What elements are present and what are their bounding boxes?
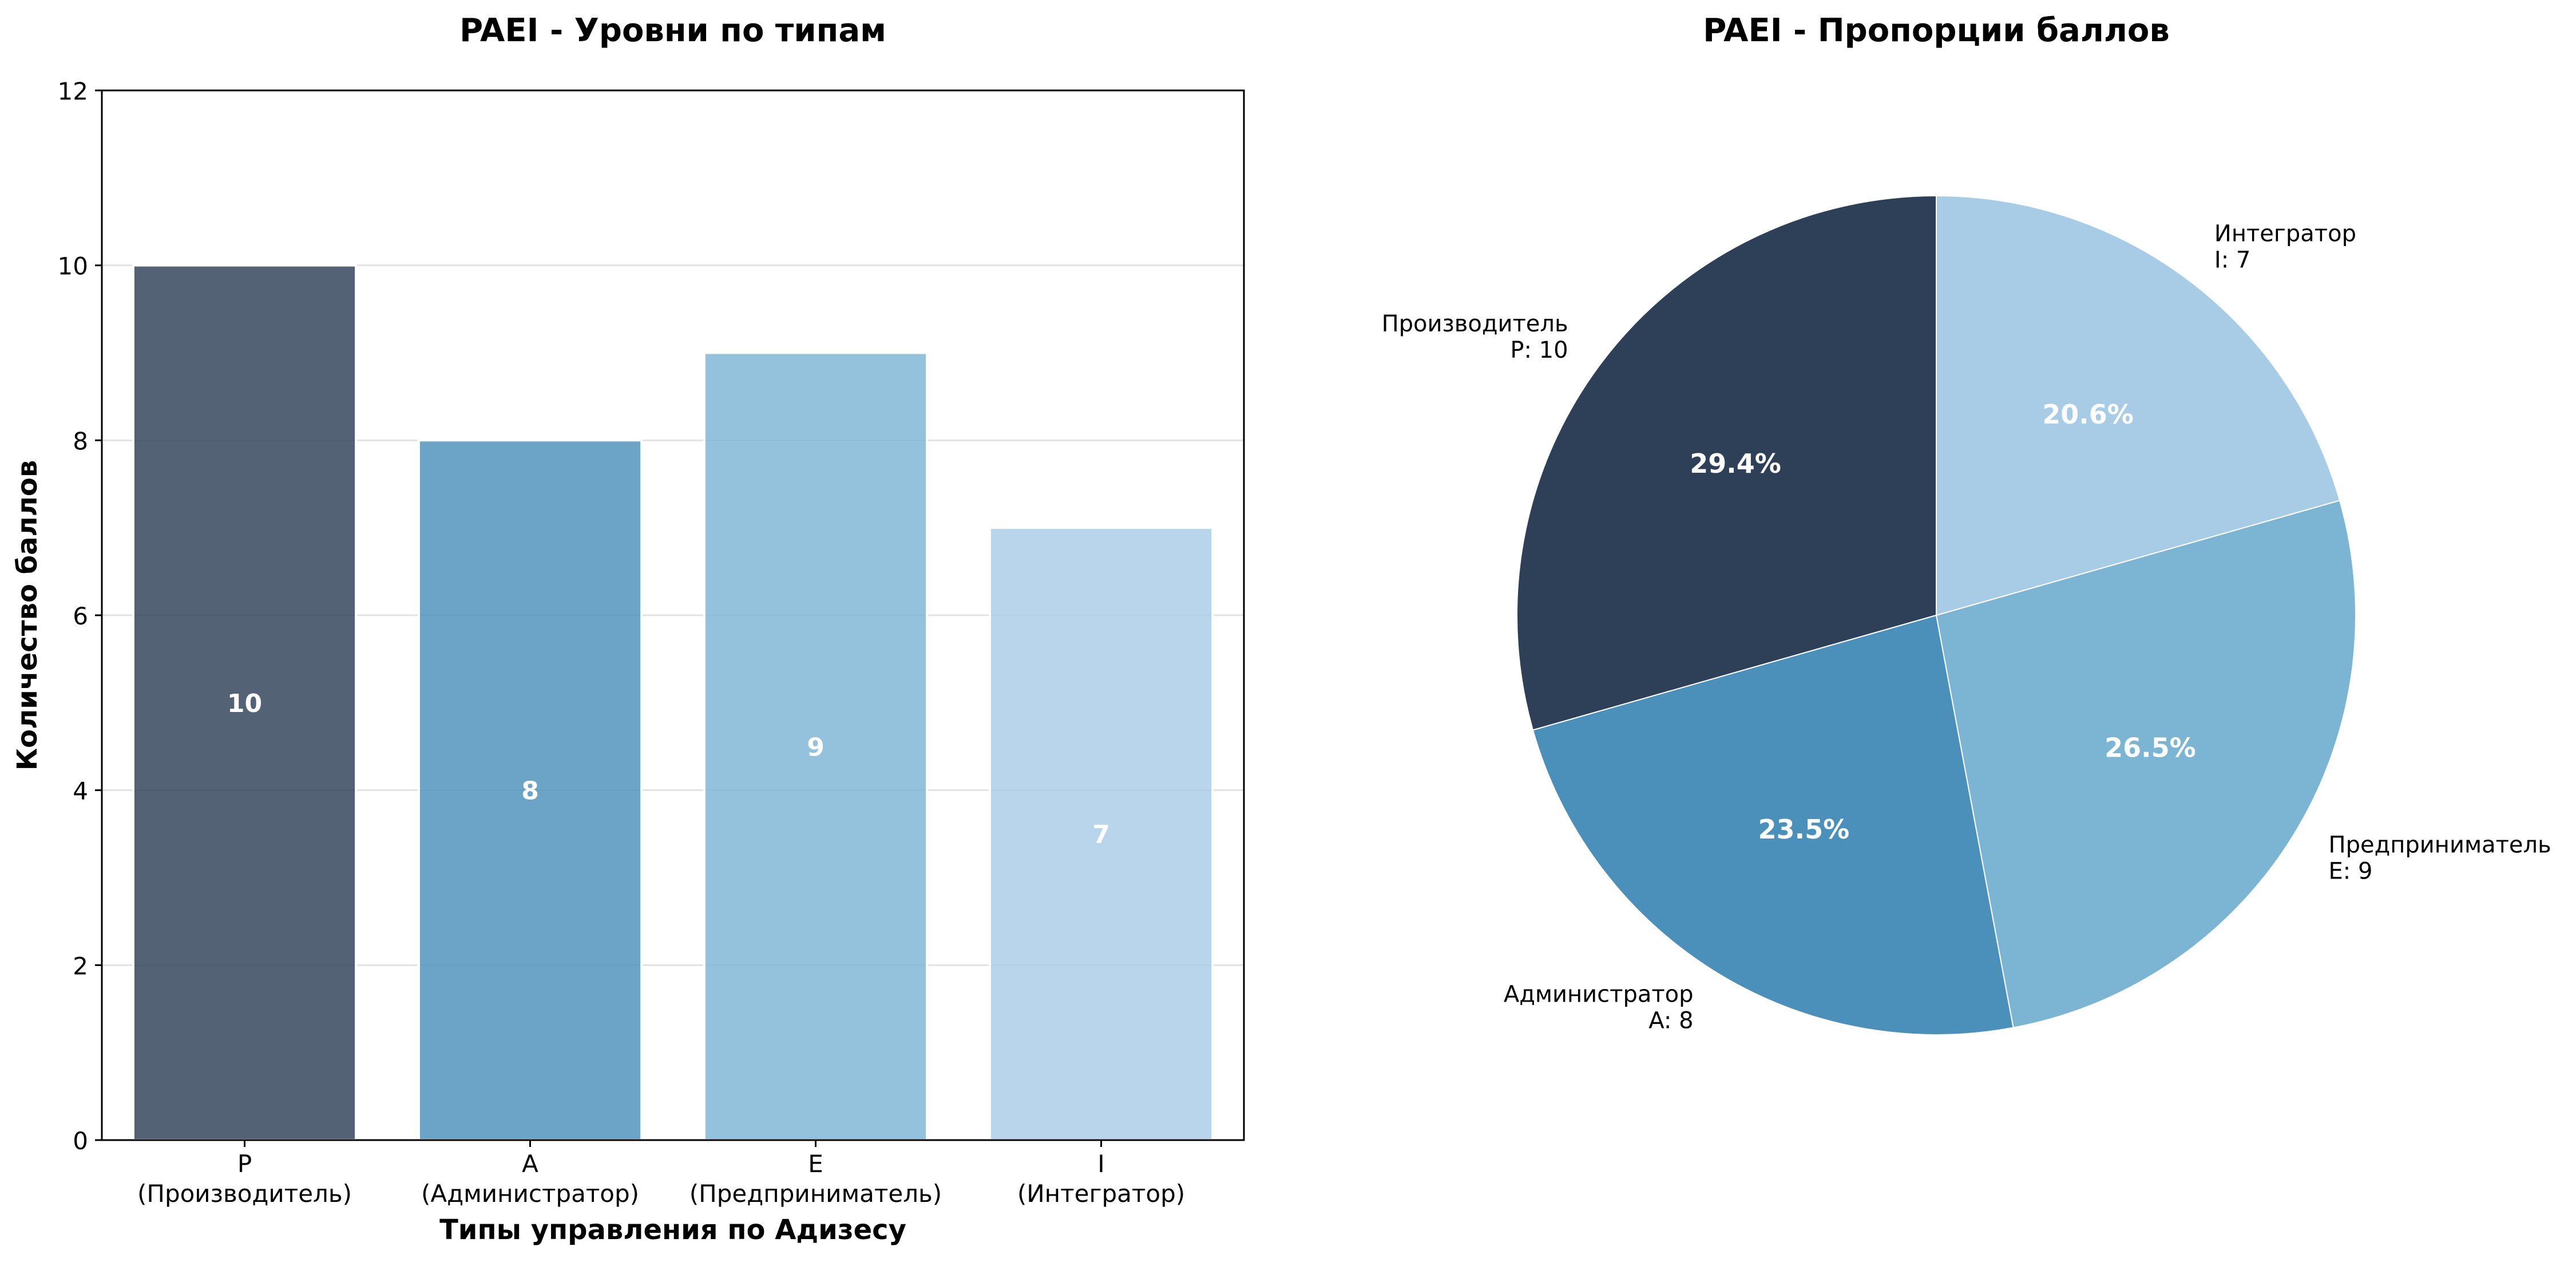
bar-x-axis-title: Типы управления по Адизесу bbox=[439, 1214, 906, 1246]
bar-chart-title: PAEI - Уровни по типам bbox=[459, 12, 886, 49]
bar-value-label: 10 bbox=[227, 689, 262, 718]
bar bbox=[703, 351, 929, 1141]
pie-percent-label: 20.6% bbox=[2042, 399, 2134, 430]
bar bbox=[988, 527, 1214, 1142]
bar-x-axis: P(Производитель) A(Администратор) E(Предпр… bbox=[137, 1140, 1185, 1208]
bar-x-tick-name: (Предприниматель) bbox=[689, 1180, 942, 1208]
bar-x-tick-name: (Производитель) bbox=[137, 1180, 352, 1208]
bar-y-tick-label: 4 bbox=[73, 777, 88, 805]
pie-slice bbox=[1935, 500, 2356, 1028]
pie-slice bbox=[1532, 614, 2014, 1035]
pie-percent-label: 23.5% bbox=[1758, 814, 1850, 845]
bar-x-tick-code: E bbox=[808, 1150, 823, 1178]
pie-slices: 29.4% 23.5% 26.5% 20.6% bbox=[1516, 195, 2356, 1035]
pie-slice bbox=[1936, 195, 2341, 616]
bar-chart: PAEI - Уровни по типам 10 8 9 7 0 2 4 6 8 10 12 P… bbox=[11, 12, 1245, 1246]
bar-y-axis-title: Количество баллов bbox=[11, 460, 43, 770]
bar-y-tick-label: 2 bbox=[73, 952, 88, 980]
bar-value-label: 7 bbox=[1092, 820, 1110, 849]
bar bbox=[132, 264, 358, 1142]
bar-x-tick-name: (Администратор) bbox=[421, 1180, 639, 1208]
pie-percent-label: 26.5% bbox=[2105, 733, 2196, 763]
pie-value-label: I: 7 bbox=[2214, 247, 2250, 274]
bar-series: 10 8 9 7 bbox=[132, 264, 1214, 1142]
bar-x-tick-code: P bbox=[237, 1150, 252, 1178]
bar-y-tick-label: 8 bbox=[73, 427, 88, 455]
bar-x-tick-code: I bbox=[1097, 1150, 1104, 1178]
pie-category-label: Интегратор bbox=[2214, 221, 2356, 247]
bar-y-tick-label: 12 bbox=[58, 77, 88, 105]
pie-chart-title: PAEI - Пропорции баллов bbox=[1703, 12, 2170, 49]
bar-x-tick-name: (Интегратор) bbox=[1017, 1180, 1185, 1208]
bar-y-tick-label: 6 bbox=[73, 602, 88, 630]
bar-value-label: 8 bbox=[521, 777, 539, 806]
pie-value-label: A: 8 bbox=[1648, 1008, 1693, 1034]
pie-category-label: Производитель bbox=[1382, 311, 1568, 337]
bar-x-tick-code: A bbox=[522, 1150, 538, 1178]
pie-chart: PAEI - Пропорции баллов 29.4%23.5%26.5%2… bbox=[1382, 12, 2551, 1035]
pie-slice bbox=[1516, 195, 1937, 731]
pie-value-label: E: 9 bbox=[2329, 858, 2373, 884]
bar-y-tick-label: 10 bbox=[58, 252, 88, 280]
bar-y-axis: 0 2 4 6 8 10 12 bbox=[58, 77, 102, 1155]
bar-value-label: 9 bbox=[807, 733, 825, 762]
pie-percent-label: 29.4% bbox=[1690, 448, 1781, 479]
bar-y-tick-label: 0 bbox=[73, 1127, 88, 1155]
pie-value-label: P: 10 bbox=[1510, 337, 1568, 363]
pie-category-label: Предприниматель bbox=[2329, 832, 2551, 858]
pie-category-label: Администратор bbox=[1504, 982, 1694, 1008]
bar bbox=[417, 439, 643, 1141]
